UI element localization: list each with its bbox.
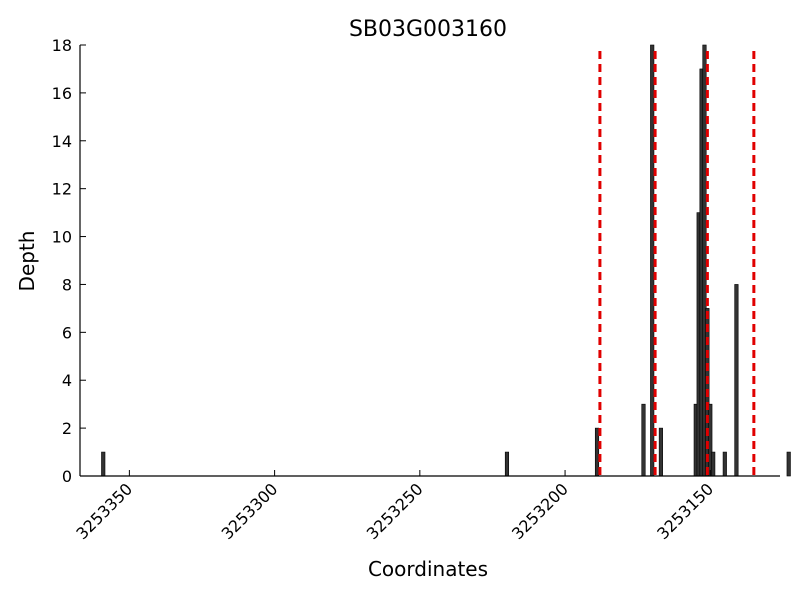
x-tick-label: 3253150 bbox=[653, 479, 717, 543]
x-axis-ticks: 3253350 3253300 3253250 3253200 3253150 bbox=[72, 470, 717, 543]
y-axis-label: Depth bbox=[15, 231, 39, 292]
depth-bar bbox=[711, 451, 716, 477]
y-tick-label: 2 bbox=[62, 419, 72, 438]
y-tick-label: 4 bbox=[62, 371, 72, 390]
depth-bar bbox=[786, 451, 791, 477]
bar-series bbox=[101, 44, 791, 477]
x-tick-label: 3253200 bbox=[508, 479, 572, 543]
depth-bar bbox=[594, 427, 600, 477]
depth-bar bbox=[722, 451, 727, 477]
x-tick-label: 3253250 bbox=[363, 479, 427, 543]
y-tick-label: 6 bbox=[62, 323, 72, 342]
chart-title: SB03G003160 bbox=[349, 17, 507, 42]
y-tick-label: 16 bbox=[52, 84, 72, 103]
depth-bar bbox=[734, 284, 739, 477]
depth-bar bbox=[641, 403, 646, 477]
depth-bar bbox=[101, 451, 106, 477]
y-axis-ticks: 0 2 4 6 8 10 12 14 16 18 bbox=[52, 36, 86, 486]
x-tick-label: 3253350 bbox=[72, 479, 136, 543]
reference-lines bbox=[598, 51, 756, 476]
y-tick-label: 10 bbox=[52, 228, 72, 247]
depth-bar bbox=[504, 451, 510, 477]
depth-bar bbox=[658, 427, 663, 477]
x-axis-label: Coordinates bbox=[368, 557, 488, 581]
y-tick-label: 0 bbox=[62, 467, 72, 486]
y-tick-label: 18 bbox=[52, 36, 72, 55]
axes-frame bbox=[79, 45, 780, 477]
depth-bar bbox=[650, 44, 655, 477]
y-tick-label: 14 bbox=[52, 132, 72, 151]
y-tick-label: 12 bbox=[52, 180, 72, 199]
y-tick-label: 8 bbox=[62, 275, 72, 294]
x-tick-label: 3253300 bbox=[218, 479, 282, 543]
